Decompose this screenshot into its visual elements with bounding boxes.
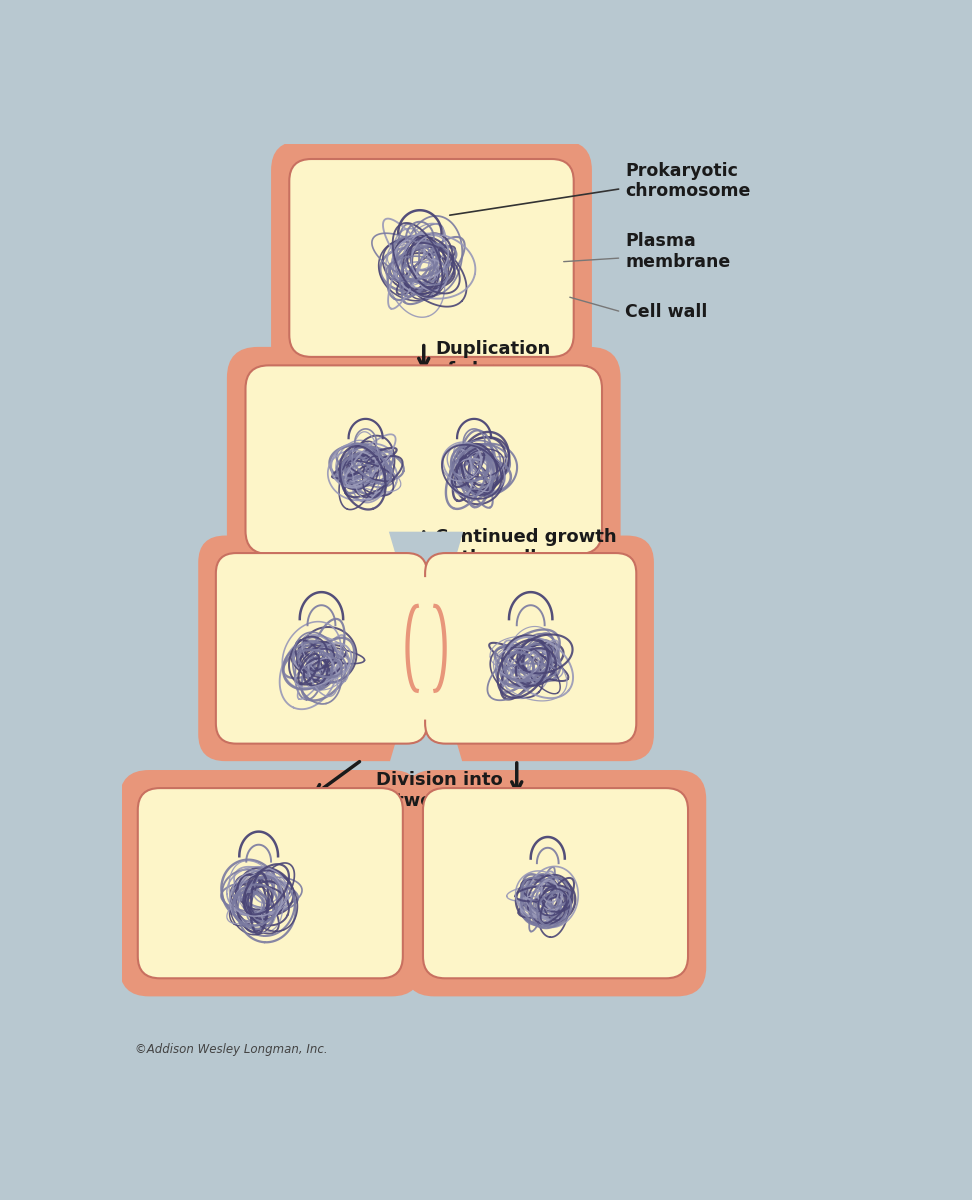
Text: Division into
two cells: Division into two cells (376, 772, 503, 810)
FancyBboxPatch shape (198, 535, 444, 761)
FancyBboxPatch shape (290, 160, 573, 356)
Text: Continued growth
of the cell: Continued growth of the cell (435, 528, 617, 566)
Text: Cell wall: Cell wall (625, 302, 708, 320)
FancyBboxPatch shape (246, 365, 602, 554)
FancyBboxPatch shape (423, 788, 688, 978)
FancyBboxPatch shape (404, 770, 707, 996)
Polygon shape (389, 660, 464, 766)
Text: Prokaryotic
chromosome: Prokaryotic chromosome (625, 162, 750, 200)
Text: Duplication
of chromosome: Duplication of chromosome (435, 341, 591, 379)
FancyBboxPatch shape (120, 770, 421, 996)
FancyBboxPatch shape (271, 140, 592, 374)
FancyBboxPatch shape (399, 577, 453, 720)
FancyBboxPatch shape (216, 553, 427, 744)
FancyBboxPatch shape (407, 535, 654, 761)
Polygon shape (389, 532, 464, 637)
FancyBboxPatch shape (226, 347, 620, 572)
FancyBboxPatch shape (425, 553, 637, 744)
Text: ©Addison Wesley Longman, Inc.: ©Addison Wesley Longman, Inc. (135, 1044, 329, 1056)
FancyBboxPatch shape (138, 788, 402, 978)
Text: Plasma
membrane: Plasma membrane (625, 233, 731, 271)
